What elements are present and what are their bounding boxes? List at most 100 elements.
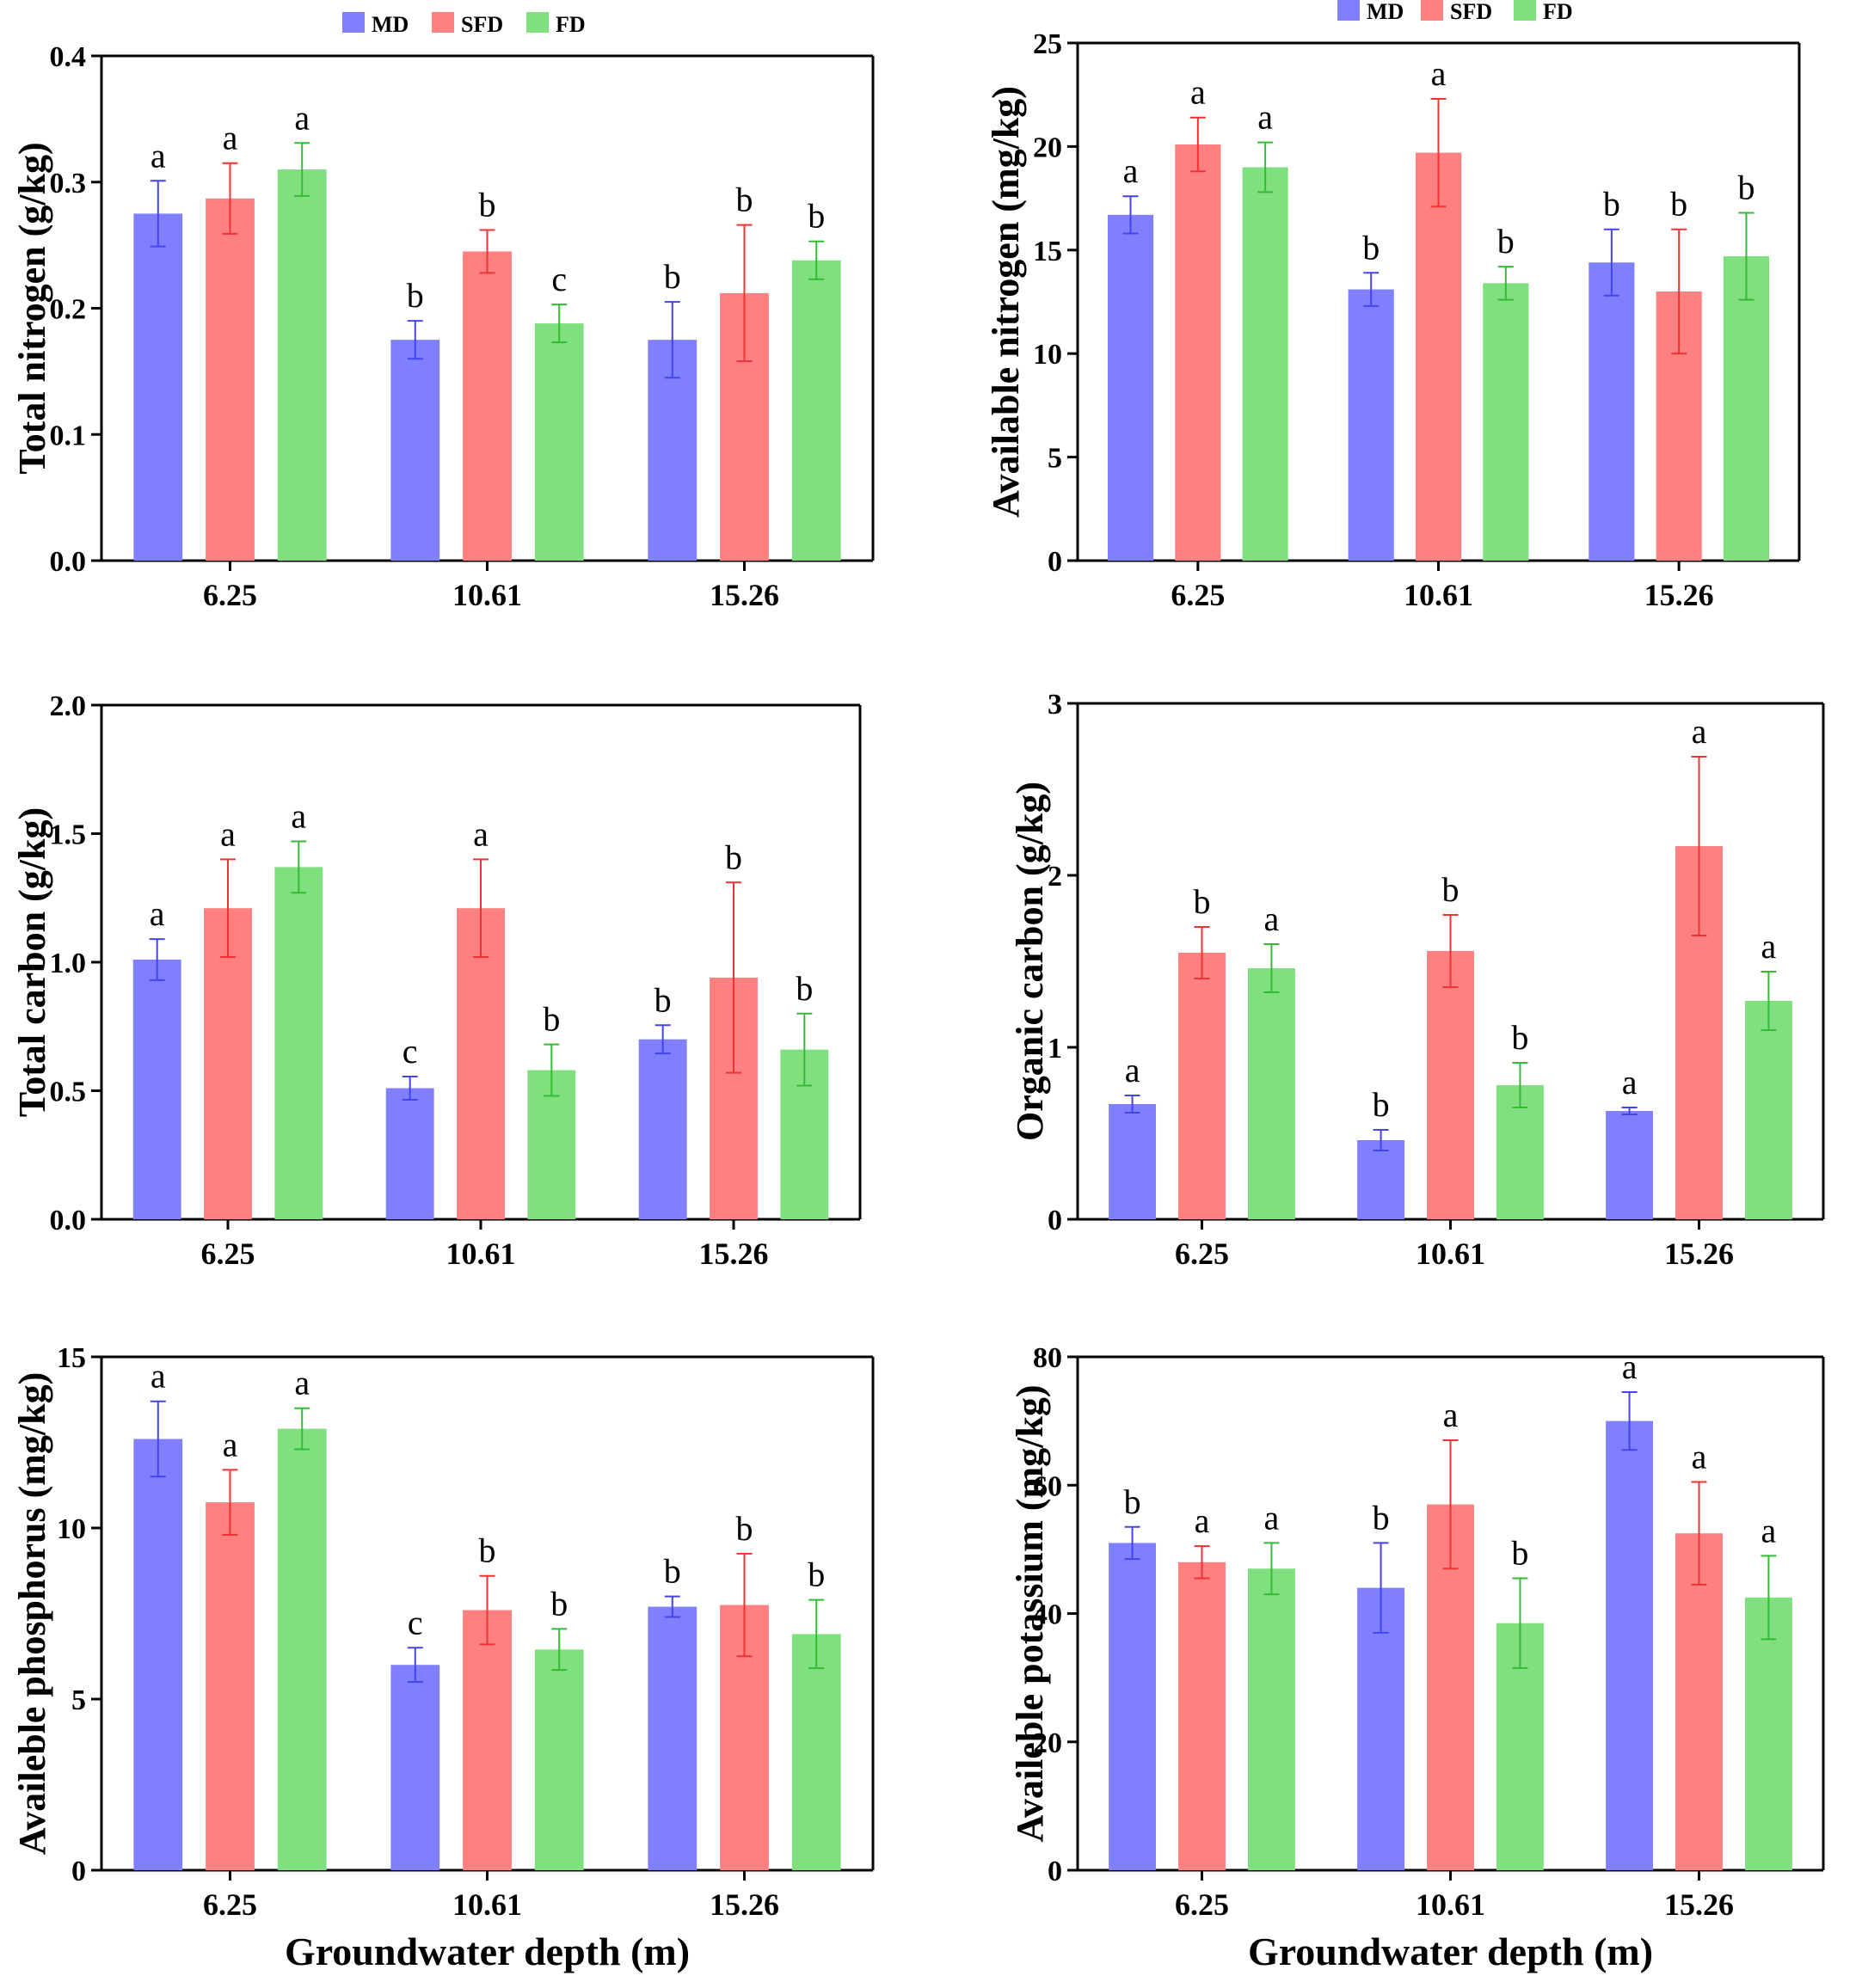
- y-axis-label: Availeble phosphorus (mg/kg): [11, 1372, 53, 1856]
- significance-letter: b: [1511, 1533, 1528, 1572]
- bar-md-15_26: [1589, 262, 1635, 561]
- x-tick-label: 10.61: [446, 1236, 516, 1271]
- y-tick-label: 10: [1033, 339, 1062, 371]
- y-tick-label: 2.0: [50, 690, 87, 722]
- y-tick-label: 5: [71, 1684, 86, 1716]
- y-tick-label: 1.5: [50, 819, 87, 851]
- chart-panel-2: 0 5 10 15 20 25 6.25 a a a 10.61 b a b 15.26 b b b Availab…: [985, 28, 1801, 612]
- legend-md-label: MD: [372, 12, 409, 37]
- significance-letter: b: [1737, 168, 1754, 206]
- x-tick-label: 6.25: [1175, 1887, 1229, 1922]
- x-tick-label: 10.61: [452, 1887, 522, 1922]
- significance-letter: b: [664, 257, 681, 296]
- significance-letter: b: [1442, 870, 1459, 909]
- significance-letter: b: [1194, 882, 1211, 921]
- bar-sfd-6_25: [206, 1502, 255, 1870]
- significance-letter: a: [1264, 1498, 1280, 1537]
- bar-md-15_26: [638, 1039, 687, 1219]
- bar-md-15_26: [1606, 1111, 1654, 1219]
- y-tick-label: 5: [1048, 443, 1062, 475]
- significance-letter: a: [1190, 73, 1206, 112]
- x-tick-label: 15.26: [1664, 1236, 1734, 1271]
- significance-letter: a: [1761, 927, 1777, 966]
- y-tick-label: 0.3: [50, 168, 87, 199]
- plots: 0.0 0.1 0.2 0.3 0.4 6.25 a a a 10.61 b b c 15.26 b b b To…: [11, 28, 1825, 1973]
- significance-letter: b: [796, 969, 813, 1008]
- bar-fd-15_26: [791, 1634, 841, 1870]
- y-tick-label: 60: [1033, 1470, 1062, 1502]
- bar-md-10_61: [1357, 1587, 1405, 1870]
- significance-letter: a: [151, 136, 166, 175]
- chart-panel-5: 0 5 10 15 6.25 a a a 10.61 c b b 15.26 b b b Availeble p…: [11, 1342, 875, 1973]
- y-tick-label: 0.0: [50, 546, 87, 578]
- bar-md-10_61: [385, 1088, 434, 1219]
- significance-letter: b: [1497, 222, 1515, 261]
- y-tick-label: 80: [1033, 1342, 1062, 1374]
- significance-letter: b: [550, 1584, 568, 1623]
- bar-sfd-10_61: [463, 1610, 512, 1870]
- significance-letter: b: [407, 276, 424, 315]
- significance-letter: a: [1622, 1347, 1638, 1386]
- bar-fd-15_26: [1744, 1597, 1792, 1870]
- y-tick-label: 1.0: [50, 948, 87, 979]
- y-tick-label: 0.5: [50, 1077, 87, 1108]
- significance-letter: a: [150, 894, 165, 933]
- bar-md-10_61: [390, 340, 440, 561]
- legend-fd-swatch: [1514, 0, 1536, 21]
- chart-panel-6: 0 20 40 60 80 6.25 b a a 10.61 b a b 15.26 a a a Availebl…: [1009, 1342, 1825, 1973]
- y-tick-label: 25: [1033, 28, 1062, 60]
- legend-md-swatch: [342, 12, 365, 33]
- bar-md-10_61: [1348, 289, 1394, 561]
- bar-fd-10_61: [534, 1649, 584, 1870]
- significance-letter: a: [223, 119, 238, 157]
- significance-letter: a: [1125, 1051, 1140, 1089]
- significance-letter: a: [294, 98, 310, 137]
- significance-letter: a: [1692, 1438, 1707, 1476]
- significance-letter: b: [654, 980, 672, 1019]
- significance-letter: c: [408, 1603, 423, 1641]
- x-axis-label: Groundwater depth (m): [285, 1930, 690, 1973]
- bar-md-10_61: [1357, 1140, 1405, 1219]
- significance-letter: b: [1362, 228, 1380, 267]
- x-tick-label: 15.26: [699, 1236, 769, 1271]
- bar-md-6_25: [132, 960, 181, 1219]
- y-tick-label: 0.0: [50, 1205, 87, 1236]
- y-tick-label: 10: [57, 1513, 86, 1545]
- bar-sfd-6_25: [206, 198, 255, 561]
- significance-letter: b: [808, 197, 825, 236]
- bar-fd-10_61: [1483, 283, 1529, 561]
- y-axis-label: Total carbon (g/kg): [11, 807, 53, 1117]
- significance-letter: a: [291, 796, 306, 835]
- bar-sfd-10_61: [463, 251, 512, 561]
- x-tick-label: 6.25: [203, 1887, 257, 1922]
- bar-md-10_61: [390, 1665, 440, 1870]
- y-tick-label: 0.1: [50, 420, 87, 451]
- significance-letter: b: [479, 1531, 496, 1570]
- bar-fd-6_25: [274, 867, 323, 1219]
- y-axis-label: Availeble potassium (mg/kg): [1009, 1384, 1051, 1842]
- bar-sfd-10_61: [1415, 152, 1462, 561]
- y-tick-label: 0: [1048, 546, 1062, 578]
- significance-letter: b: [725, 838, 742, 876]
- bar-sfd-10_61: [1427, 951, 1474, 1219]
- x-tick-label: 10.61: [1404, 578, 1473, 612]
- significance-letter: a: [1123, 151, 1139, 190]
- x-tick-label: 15.26: [1664, 1887, 1734, 1922]
- legend-fd-label: FD: [1543, 0, 1573, 24]
- bar-sfd-6_25: [1178, 1562, 1226, 1870]
- bar-fd-10_61: [534, 323, 584, 561]
- bar-sfd-6_25: [1178, 953, 1226, 1219]
- legend-top-right: MD SFD FD: [1337, 0, 1573, 24]
- significance-letter: a: [1195, 1501, 1210, 1540]
- bar-sfd-6_25: [1175, 144, 1221, 561]
- significance-letter: a: [1431, 54, 1447, 93]
- legend-sfd-swatch: [1421, 0, 1443, 21]
- legend-top-left: MD SFD FD: [342, 12, 586, 37]
- y-tick-label: 3: [1048, 689, 1062, 721]
- chart-panel-3: 0.0 0.5 1.0 1.5 2.0 6.25 a a a 10.61 c a b 15.26 b b b To…: [11, 690, 862, 1271]
- y-axis-label: Total nitrogen (g/kg): [11, 142, 53, 474]
- bar-fd-6_25: [1247, 968, 1295, 1219]
- significance-letter: c: [551, 260, 567, 298]
- chart-panel-1: 0.0 0.1 0.2 0.3 0.4 6.25 a a a 10.61 b b c 15.26 b b b To…: [11, 41, 875, 612]
- significance-letter: b: [736, 1509, 753, 1548]
